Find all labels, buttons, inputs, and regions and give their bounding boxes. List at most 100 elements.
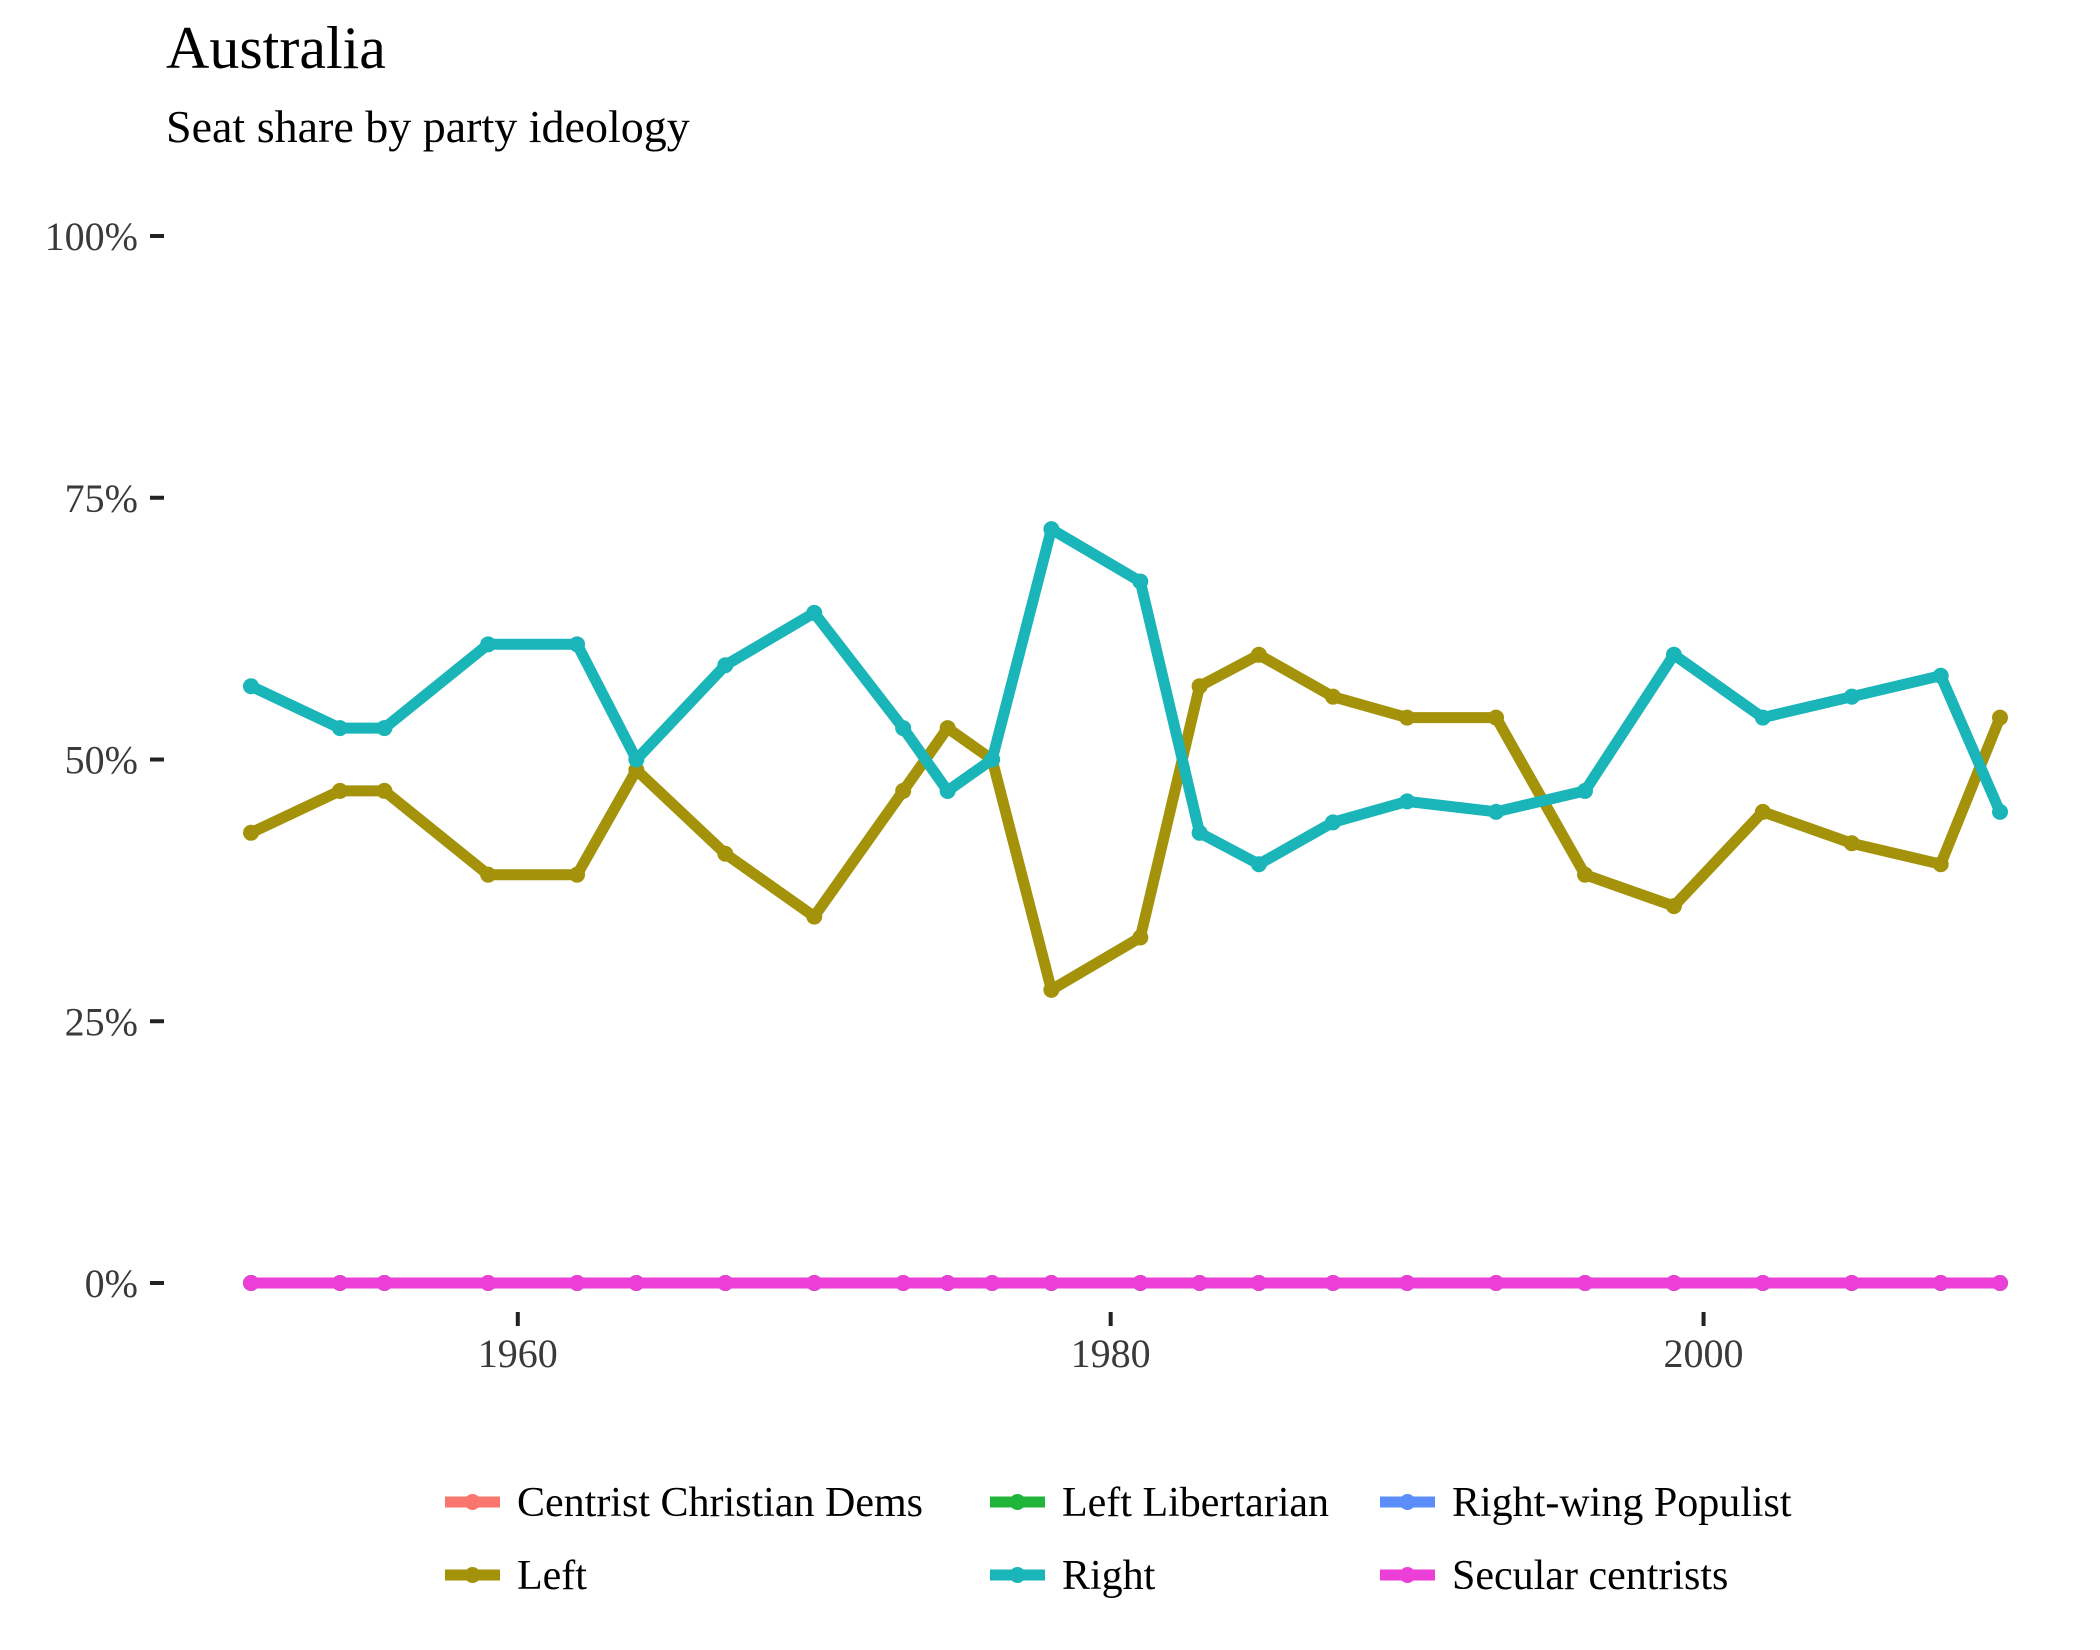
- data-point-secular-centrists-1: [331, 1275, 348, 1291]
- data-point-secular-centrists-6: [717, 1275, 734, 1291]
- data-point-left-16: [1399, 709, 1416, 726]
- data-point-left-15: [1325, 688, 1342, 705]
- series-right: [243, 521, 2008, 873]
- legend-key-point-left-libertarian: [1009, 1494, 1026, 1510]
- data-point-secular-centrists-3: [480, 1275, 497, 1291]
- y-tick-label-50: 50%: [65, 738, 138, 783]
- data-point-left-11: [1043, 981, 1060, 998]
- legend-key-point-right-wing-populist: [1399, 1494, 1416, 1510]
- chart-subtitle: Seat share by party ideology: [166, 101, 690, 152]
- data-point-right-22: [1932, 667, 1949, 684]
- data-point-secular-centrists-4: [569, 1275, 586, 1291]
- data-point-right-2: [376, 720, 393, 737]
- y-tick-label-25: 25%: [65, 999, 138, 1044]
- data-point-left-12: [1132, 929, 1149, 946]
- x-tick-label-1960: 1960: [478, 1331, 558, 1376]
- data-point-left-17: [1488, 709, 1505, 726]
- data-point-secular-centrists-12: [1132, 1275, 1149, 1291]
- data-point-right-17: [1488, 803, 1505, 820]
- x-tick-label-1980: 1980: [1071, 1331, 1151, 1376]
- data-point-right-23: [1992, 803, 2008, 820]
- data-point-secular-centrists-11: [1043, 1275, 1060, 1291]
- data-point-secular-centrists-7: [806, 1275, 823, 1291]
- data-point-secular-centrists-16: [1399, 1275, 1416, 1291]
- legend-label-secular-centrists: Secular centrists: [1452, 1553, 1728, 1599]
- data-point-secular-centrists-20: [1754, 1275, 1771, 1291]
- data-point-left-1: [331, 782, 348, 799]
- data-point-left-14: [1250, 646, 1267, 663]
- series-line-right: [245, 523, 2006, 870]
- data-point-secular-centrists-15: [1325, 1275, 1342, 1291]
- data-point-secular-centrists-2: [376, 1275, 393, 1291]
- data-point-left-0: [243, 824, 259, 841]
- data-point-left-6: [717, 845, 734, 862]
- data-point-secular-centrists-21: [1843, 1275, 1860, 1291]
- data-point-secular-centrists-13: [1191, 1275, 1208, 1291]
- data-point-secular-centrists-23: [1992, 1275, 2008, 1291]
- data-point-right-1: [331, 720, 348, 737]
- data-point-secular-centrists-19: [1665, 1275, 1682, 1291]
- data-point-right-15: [1325, 814, 1342, 831]
- data-point-right-3: [480, 636, 497, 653]
- data-point-left-23: [1992, 709, 2008, 726]
- legend-label-left: Left: [517, 1553, 587, 1599]
- data-point-left-22: [1932, 856, 1949, 873]
- series-line-left: [245, 649, 2006, 996]
- data-point-left-8: [895, 782, 912, 799]
- x-tick-label-2000: 2000: [1664, 1331, 1744, 1376]
- data-point-right-18: [1576, 782, 1593, 799]
- series-left: [243, 646, 2008, 998]
- data-point-left-21: [1843, 835, 1860, 852]
- data-point-secular-centrists-18: [1576, 1275, 1593, 1291]
- data-point-left-2: [376, 782, 393, 799]
- legend-label-centrist-christian-dems: Centrist Christian Dems: [517, 1480, 923, 1526]
- data-point-right-16: [1399, 793, 1416, 810]
- legend-item-left-libertarian: Left Libertarian: [990, 1480, 1329, 1526]
- legend-item-left: Left: [445, 1553, 587, 1599]
- data-point-left-9: [939, 720, 956, 737]
- data-point-secular-centrists-10: [984, 1275, 1001, 1291]
- legend-key-point-centrist-christian-dems: [464, 1494, 481, 1510]
- series-layer: [243, 521, 2008, 1291]
- legend-item-right: Right: [990, 1553, 1156, 1599]
- data-point-left-13: [1191, 678, 1208, 695]
- data-point-right-6: [717, 657, 734, 674]
- data-point-left-3: [480, 866, 497, 883]
- data-point-secular-centrists-22: [1932, 1275, 1949, 1291]
- data-point-right-0: [243, 678, 259, 695]
- data-point-right-19: [1665, 646, 1682, 663]
- legend-key-point-right: [1009, 1567, 1026, 1583]
- axes: 0% 25% 50% 75% 100% 1960 1980 2000: [45, 214, 1744, 1376]
- legend-key-point-left: [464, 1567, 481, 1583]
- data-point-right-20: [1754, 709, 1771, 726]
- data-point-secular-centrists-0: [243, 1275, 259, 1291]
- data-point-left-18: [1576, 866, 1593, 883]
- data-point-secular-centrists-17: [1488, 1275, 1505, 1291]
- legend-item-centrist-christian-dems: Centrist Christian Dems: [445, 1480, 923, 1526]
- data-point-secular-centrists-9: [939, 1275, 956, 1291]
- data-point-right-4: [569, 636, 586, 653]
- legend-label-right: Right: [1062, 1553, 1156, 1599]
- data-point-left-19: [1665, 898, 1682, 915]
- data-point-right-7: [806, 604, 823, 621]
- data-point-secular-centrists-8: [895, 1275, 912, 1291]
- data-point-right-9: [939, 782, 956, 799]
- data-point-right-14: [1250, 856, 1267, 873]
- data-point-right-5: [628, 751, 645, 768]
- data-point-left-20: [1754, 803, 1771, 820]
- legend-item-secular-centrists: Secular centrists: [1380, 1553, 1728, 1599]
- y-tick-label-0: 0%: [85, 1261, 138, 1306]
- y-tick-label-100: 100%: [45, 214, 138, 259]
- data-point-left-7: [806, 908, 823, 925]
- data-point-secular-centrists-14: [1250, 1275, 1267, 1291]
- data-point-secular-centrists-5: [628, 1275, 645, 1291]
- legend-item-right-wing-populist: Right-wing Populist: [1380, 1480, 1792, 1526]
- data-point-left-4: [569, 866, 586, 883]
- data-point-right-12: [1132, 573, 1149, 590]
- series-secular-centrists: [243, 1275, 2008, 1291]
- data-point-right-10: [984, 751, 1001, 768]
- legend-key-point-secular-centrists: [1399, 1567, 1416, 1583]
- data-point-right-13: [1191, 824, 1208, 841]
- y-tick-label-75: 75%: [65, 476, 138, 521]
